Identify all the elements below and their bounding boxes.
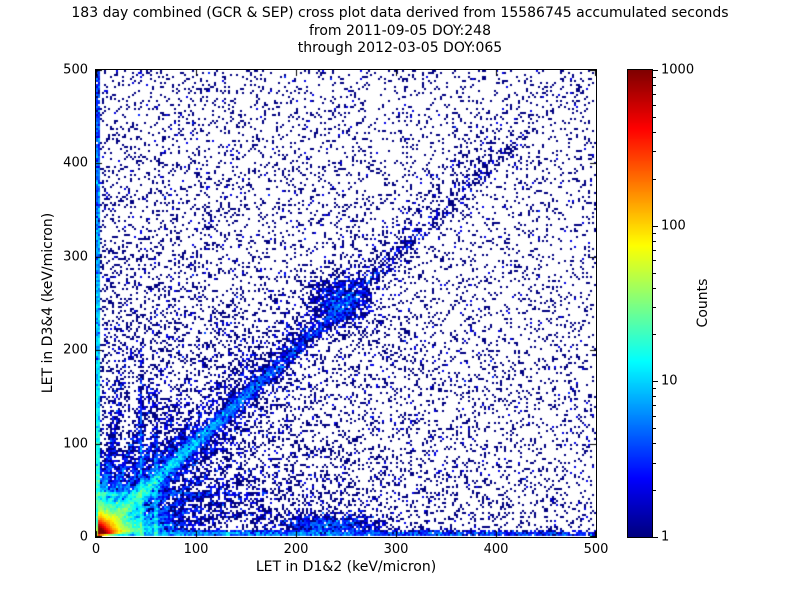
- colorbar-minor-tick: [653, 232, 656, 234]
- colorbar-tick-label: 1: [661, 529, 670, 545]
- colorbar-minor-tick: [653, 249, 656, 251]
- y-tick-label: 200: [63, 342, 88, 358]
- colorbar-minor-tick: [653, 490, 656, 492]
- x-tick-label: 100: [183, 542, 209, 557]
- colorbar-minor-tick: [653, 116, 656, 118]
- colorbar-minor-tick: [653, 334, 656, 336]
- colorbar-minor-tick: [653, 287, 656, 289]
- y-tick-label: 0: [79, 529, 88, 545]
- colorbar-minor-tick: [653, 396, 656, 398]
- colorbar-minor-tick: [653, 260, 656, 262]
- y-tick-label: 400: [63, 155, 88, 171]
- x-tick-label: 200: [283, 542, 309, 557]
- colorbar-minor-tick: [653, 443, 656, 445]
- colorbar-minor-tick: [653, 388, 656, 390]
- x-tick-label: 0: [91, 542, 101, 557]
- colorbar: [627, 69, 653, 538]
- colorbar-minor-tick: [653, 307, 656, 309]
- colorbar-tick: [653, 381, 658, 383]
- colorbar-tick-label: 100: [661, 218, 686, 234]
- chart-title: 183 day combined (GCR & SEP) cross plot …: [71, 5, 729, 21]
- colorbar-minor-tick: [653, 85, 656, 87]
- chart-subtitle-through: through 2012-03-05 DOY:065: [297, 40, 503, 56]
- scatter-canvas: [96, 70, 596, 537]
- colorbar-tick: [653, 225, 658, 227]
- chart-subtitle-from: from 2011-09-05 DOY:248: [308, 23, 491, 39]
- colorbar-minor-tick: [653, 104, 656, 106]
- colorbar-minor-tick: [653, 415, 656, 417]
- colorbar-minor-tick: [653, 272, 656, 274]
- y-tick-label: 500: [63, 62, 88, 78]
- colorbar-minor-tick: [653, 94, 656, 96]
- colorbar-minor-tick: [653, 151, 656, 153]
- plot-area: [95, 69, 597, 538]
- colorbar-minor-tick: [653, 77, 656, 79]
- colorbar-minor-tick: [653, 462, 656, 464]
- colorbar-tick-label: 10: [661, 373, 678, 389]
- colorbar-minor-tick: [653, 178, 656, 180]
- y-tick-label: 300: [63, 249, 88, 265]
- x-tick-label: 400: [483, 542, 509, 557]
- colorbar-tick: [653, 70, 658, 71]
- colorbar-canvas: [628, 70, 652, 537]
- colorbar-minor-tick: [653, 240, 656, 242]
- colorbar-tick: [653, 537, 658, 538]
- colorbar-label: Counts: [695, 278, 711, 328]
- x-tick-label: 500: [583, 542, 609, 557]
- y-tick-label: 100: [63, 436, 88, 452]
- colorbar-minor-tick: [653, 428, 656, 430]
- colorbar-minor-tick: [653, 131, 656, 133]
- y-axis-label: LET in D3&4 (keV/micron): [40, 212, 56, 394]
- x-tick-label: 300: [383, 542, 409, 557]
- colorbar-minor-tick: [653, 405, 656, 407]
- x-axis-label: LET in D1&2 (keV/micron): [255, 559, 437, 575]
- colorbar-tick-label: 1000: [661, 62, 695, 78]
